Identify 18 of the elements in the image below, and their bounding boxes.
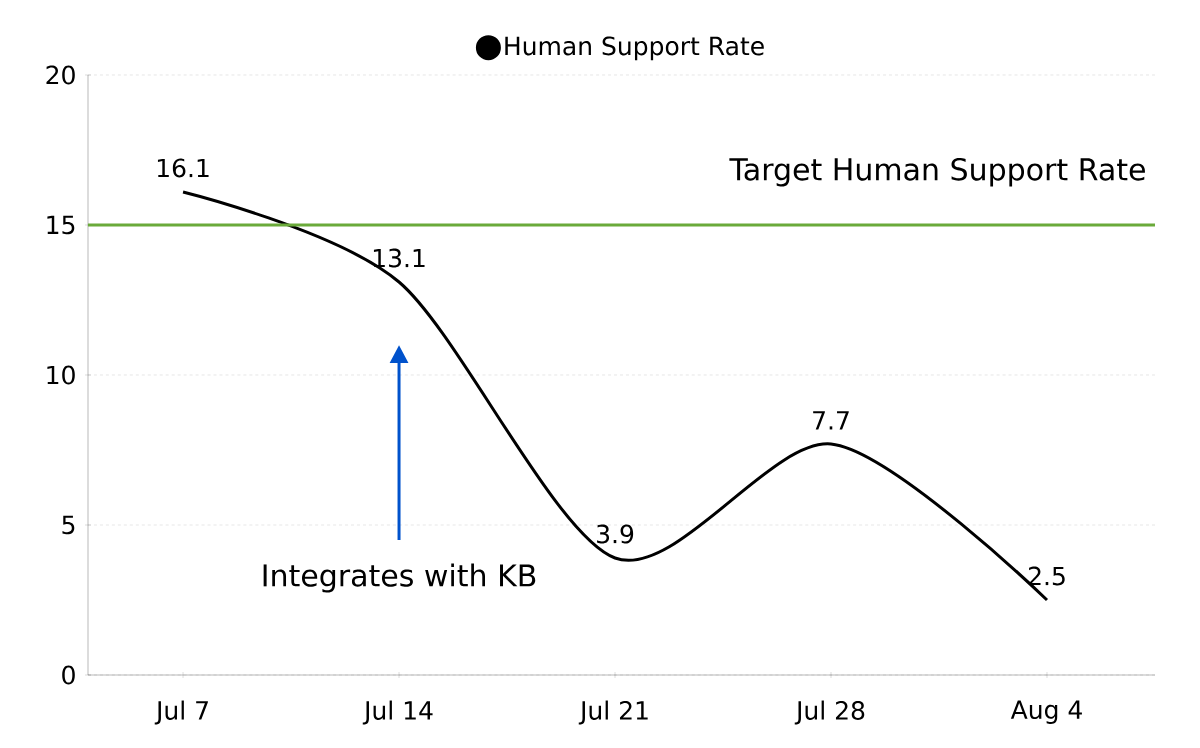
- x-tick-label: Jul 14: [362, 700, 433, 725]
- data-label: 13.1: [373, 248, 425, 268]
- data-label: 2.5: [1028, 566, 1065, 586]
- annotation: Integrates with KB: [263, 563, 536, 593]
- ref-line-label: Target Human Support Rate: [729, 157, 1145, 187]
- data-label: 3.9: [597, 524, 634, 544]
- y-tick-label: 20: [46, 65, 75, 85]
- x-tick-label: Jul 28: [794, 700, 865, 725]
- x-tick-label: Aug 4: [1010, 700, 1082, 724]
- legend-label: Human Support Rate: [505, 36, 764, 61]
- data-label: 7.7: [813, 411, 849, 430]
- y-tick-label: 15: [47, 215, 75, 235]
- y-tick-label: 5: [62, 515, 75, 535]
- y-tick-label: 0: [62, 665, 75, 685]
- x-tick-label: Jul 7: [154, 700, 208, 725]
- x-tick-label: Jul 21: [578, 700, 648, 725]
- y-tick-label: 10: [47, 365, 75, 385]
- data-label: 16.1: [157, 158, 209, 178]
